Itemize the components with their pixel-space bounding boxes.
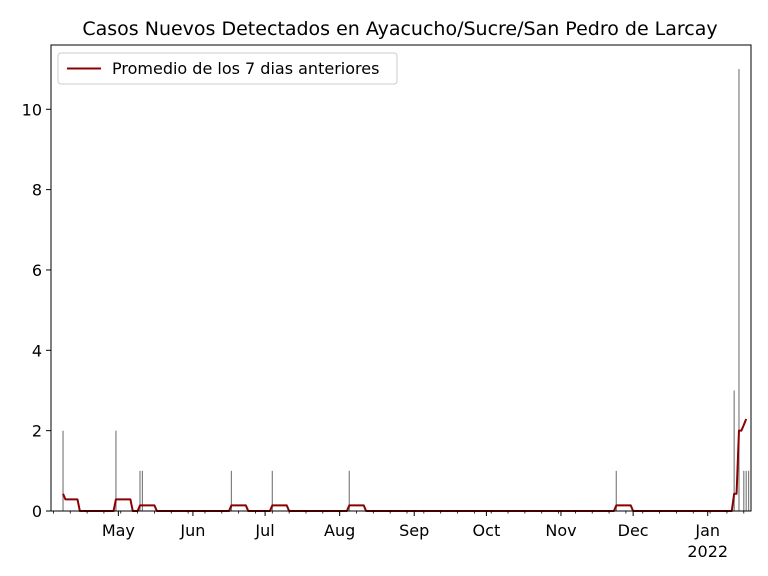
y-tick-label-3: 6 [32,261,42,280]
x-tick-label-6: Nov [545,521,576,540]
legend-box [57,52,398,85]
y-tick-label-0: 0 [32,502,42,521]
bar-4 [230,470,233,511]
y-axis: 0 2 4 6 8 10 [22,100,51,521]
x-tick-label-7: Dec [618,521,649,540]
x-tick-label-0: May [102,521,135,540]
legend-label: Promedio de los 7 dias anteriores [112,59,379,78]
y-tick-label-1: 2 [32,422,42,441]
series-layer [62,418,748,512]
chart-title: Casos Nuevos Detectados en Ayacucho/Sucr… [82,18,717,40]
x-tick-label-8: Jan [694,521,720,540]
bar-10 [743,470,745,511]
bar-5 [271,470,273,511]
bar-7 [615,470,617,511]
x-tick-label-2: Jul [254,521,274,540]
bar-6 [348,470,350,511]
x-tick-label-1: Jun [179,521,205,540]
series-line-0 [62,418,748,512]
bar-3 [141,470,144,511]
bar-0 [62,430,64,511]
bar-12 [747,470,750,511]
bar-11 [745,470,747,511]
y-tick-label-4: 8 [32,181,42,200]
x-tick-sublabel-8: 2022 [687,542,728,561]
bars-layer [62,69,750,511]
bar-8 [733,390,735,511]
x-axis: May Jun Jul Aug Sep Oct Nov Dec Jan 2022 [53,511,745,561]
y-tick-label-5: 10 [22,100,42,119]
x-tick-label-5: Oct [473,521,501,540]
y-tick-label-2: 4 [32,341,42,360]
bar-2 [139,470,141,511]
bar-9 [738,69,740,511]
bar-1 [115,430,117,511]
x-tick-label-4: Sep [399,521,429,540]
legend: Promedio de los 7 dias anteriores [57,52,398,85]
x-tick-label-3: Aug [324,521,355,540]
plot-frame [50,44,752,512]
